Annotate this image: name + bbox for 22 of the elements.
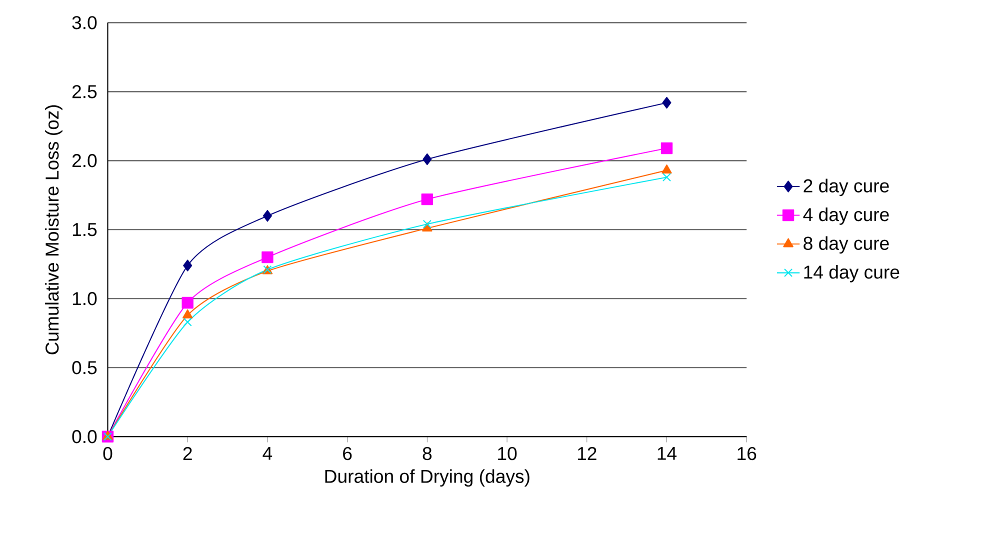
y-axis-title: Cumulative Moisture Loss (oz): [45, 105, 62, 354]
x-tick-label: 4: [262, 447, 272, 460]
legend-label: 4 day cure: [803, 208, 889, 225]
legend-label: 14 day cure: [804, 265, 900, 282]
x-tick-label: 8: [422, 447, 432, 460]
x-tick-label: 12: [578, 447, 596, 460]
x-tick-label: 2: [183, 447, 192, 460]
x-tick-label: 10: [498, 447, 517, 460]
legend-label: 2 day cure: [804, 178, 889, 196]
x-tick-label: 16: [738, 447, 756, 460]
x-tick-label: 14: [658, 447, 677, 460]
text: 1.0: [72, 292, 97, 306]
text: 3.0: [72, 16, 97, 30]
x-tick-label: 6: [343, 447, 352, 460]
text: 2.0: [72, 154, 97, 168]
y-tick-label: 1.5: [72, 223, 97, 236]
y-tick-label: 2.5: [72, 85, 97, 98]
x-tick-label: 0: [103, 447, 112, 460]
legend-label: 8 day cure: [804, 236, 889, 254]
x-axis-title: Duration of Drying (days): [325, 469, 530, 487]
y-tick-label: 0.5: [72, 361, 97, 374]
text: 0.0: [72, 430, 97, 444]
